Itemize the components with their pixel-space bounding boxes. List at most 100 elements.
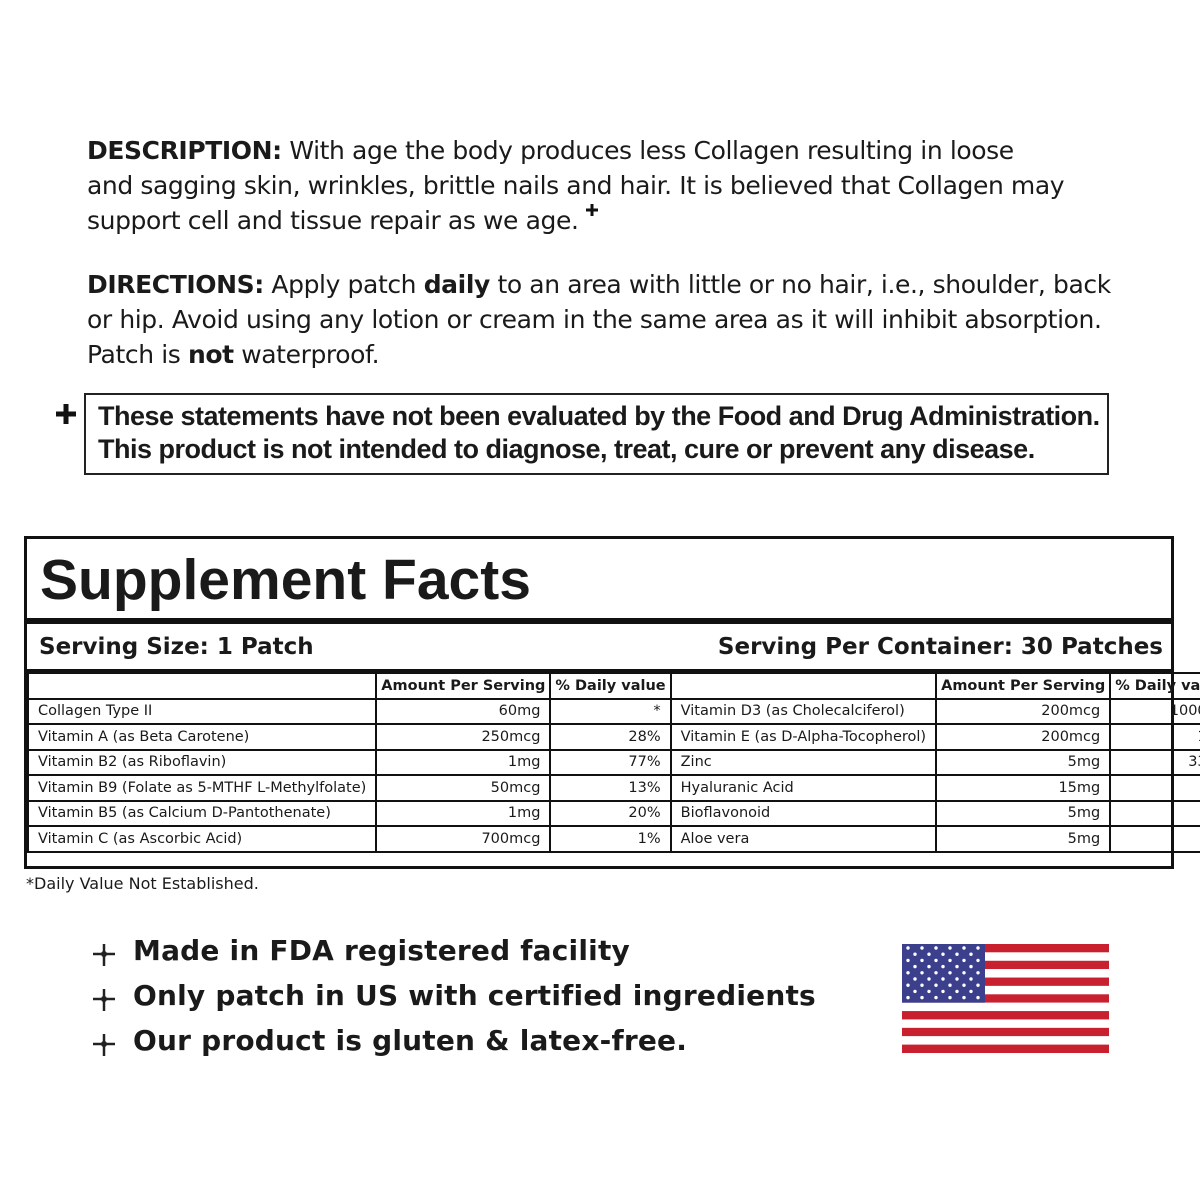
star	[948, 995, 952, 1000]
directions-text: waterproof.	[241, 340, 380, 369]
star	[927, 977, 931, 981]
star	[941, 964, 945, 969]
amount-cell: 1%	[1109, 723, 1200, 751]
header-row: Amount Per Serving% Daily value Amount Pe…	[26, 672, 1200, 700]
stripe	[902, 977, 1109, 986]
star	[934, 983, 938, 987]
amount-cell: 1mg	[375, 799, 552, 827]
facts-body: Amount Per Serving% Daily value Amount Pe…	[26, 672, 1200, 853]
feature: Made in FDA registered facility	[133, 934, 630, 967]
facts-row: Vitamin B9 (Folate as 5-MTHF L-Methylfol…	[26, 774, 1200, 802]
description-line: support cell and tissue repair as we age…	[87, 206, 579, 235]
star	[976, 983, 980, 987]
amount-cell: 60mg	[375, 697, 552, 725]
amount-cell: 50mcg	[375, 774, 552, 802]
stripe	[902, 1036, 1109, 1045]
star	[934, 995, 938, 1000]
header-cell	[669, 672, 938, 700]
star	[948, 958, 952, 963]
star	[969, 989, 973, 994]
stripe	[902, 1011, 1109, 1020]
ingredient-cell: Vitamin B5 (as Calcium D-Pantothenate)	[26, 799, 378, 827]
bullet-dot	[101, 951, 107, 957]
facts-row: Vitamin C (as Ascorbic Acid) 700mcg 1% Aloe…	[26, 825, 1200, 853]
header-cell: Amount Per Serving	[375, 672, 552, 700]
amount-cell: 250mcg	[375, 723, 552, 751]
supplement-facts: Supplement Facts Serving Size: 1 Patch S…	[24, 536, 1200, 869]
star	[955, 977, 959, 981]
feature: Only patch in US with certified ingredie…	[133, 979, 816, 1012]
star	[906, 971, 910, 975]
stripe	[902, 1027, 1109, 1037]
serving-row: Serving Size: 1 Patch Serving Per Contai…	[27, 624, 1171, 672]
amount-cell: 700mcg	[375, 825, 552, 853]
facts-row: Collagen Type II 60mg * Vitamin D3 (as Chol…	[26, 697, 1200, 725]
disclaimer-line: These statements have not been evaluated…	[98, 401, 1100, 431]
amount-cell: 13%	[549, 774, 672, 802]
ingredient-cell: Aloe vera	[669, 825, 938, 853]
star	[955, 964, 959, 969]
directions-text: to an area with little or no hair, i.e.,…	[87, 270, 1111, 369]
facts-title: Supplement Facts	[40, 548, 531, 612]
star	[906, 958, 910, 963]
star	[962, 958, 966, 963]
feature: Our product is gluten & latex-free.	[133, 1024, 688, 1057]
amount-cell: *	[549, 697, 672, 725]
star	[976, 946, 980, 950]
directions-text: Apply patch	[271, 270, 417, 299]
bullet-dot	[101, 996, 107, 1002]
facts-row: Vitamin B5 (as Calcium D-Pantothenate) 1m…	[26, 799, 1200, 827]
star	[976, 958, 980, 963]
stripe	[902, 960, 1109, 970]
star	[927, 989, 931, 994]
star	[927, 952, 931, 956]
star	[955, 989, 959, 994]
amount-cell: 5mg	[935, 825, 1112, 853]
directions: DIRECTIONS: Apply patch daily to an area…	[87, 267, 1127, 372]
description-label: DESCRIPTION:	[87, 136, 282, 165]
amount-cell: 28%	[549, 723, 672, 751]
ingredient-cell: Vitamin A (as Beta Carotene)	[26, 723, 378, 751]
amount-cell: 1000%	[1109, 697, 1200, 725]
rule	[27, 618, 1171, 624]
star	[920, 995, 924, 1000]
ingredient-cell: Zinc	[669, 748, 938, 776]
star	[913, 977, 917, 981]
star	[962, 983, 966, 987]
star	[906, 946, 910, 950]
star	[976, 971, 980, 975]
ingredient-cell: Bioflavonoid	[669, 799, 938, 827]
directions-label: DIRECTIONS:	[87, 270, 264, 299]
star	[913, 952, 917, 956]
directions-emphasis: not	[187, 340, 234, 369]
bullet-dot	[101, 1041, 107, 1047]
star	[920, 946, 924, 950]
star	[962, 971, 966, 975]
stripe	[902, 969, 1109, 978]
amount-cell: 1%	[549, 825, 672, 853]
star	[955, 952, 959, 956]
star	[969, 977, 973, 981]
stripe	[902, 1002, 1109, 1012]
star	[913, 989, 917, 994]
facts-table: Amount Per Serving% Daily value Amount Pe…	[26, 672, 1200, 853]
star	[906, 995, 910, 1000]
star	[962, 946, 966, 950]
header-cell	[26, 672, 378, 700]
star	[913, 964, 917, 969]
ingredient-cell: Vitamin D3 (as Cholecalciferol)	[669, 697, 938, 725]
amount-cell: 200mcg	[935, 697, 1112, 725]
star	[927, 964, 931, 969]
footnote: *Daily Value Not Established.	[26, 874, 259, 893]
amount-cell: 77%	[549, 748, 672, 776]
ingredient-cell: Vitamin B9 (Folate as 5-MTHF L-Methylfol…	[26, 774, 378, 802]
bullet-icon	[93, 1034, 115, 1056]
amount-cell: *	[1109, 774, 1200, 802]
amount-cell: *	[1109, 825, 1200, 853]
star	[934, 971, 938, 975]
amount-cell: 20%	[549, 799, 672, 827]
star	[948, 983, 952, 987]
amount-cell: 5mg	[935, 748, 1112, 776]
amount-cell: 5mg	[935, 799, 1112, 827]
star	[941, 977, 945, 981]
